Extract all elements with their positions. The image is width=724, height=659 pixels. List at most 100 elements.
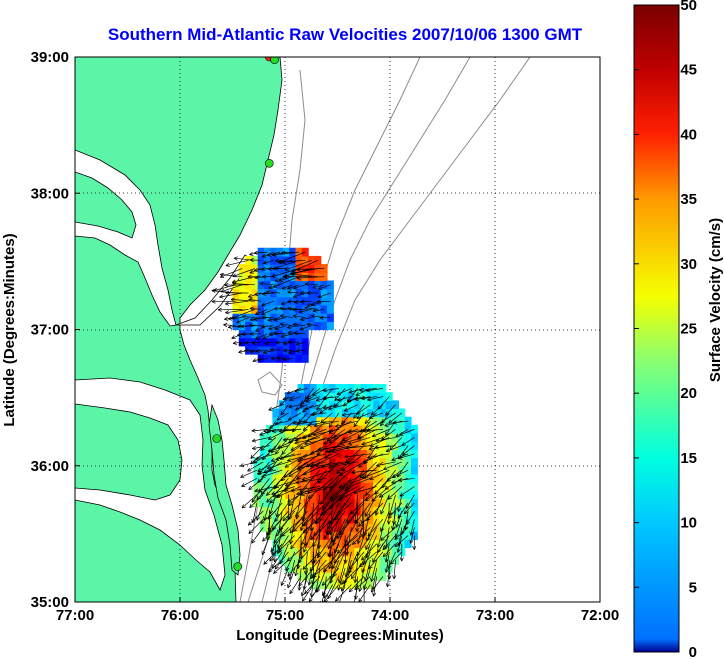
velocity-vector-head <box>353 424 358 428</box>
velocity-vector-head <box>257 467 261 472</box>
velocity-vector-head <box>316 407 321 411</box>
velocity-vector-head <box>359 388 364 391</box>
velocity-vector-head <box>294 302 299 305</box>
velocity-vector-head <box>249 269 253 274</box>
velocity-cell <box>348 531 355 540</box>
colorbar-tick-label: 45 <box>680 62 697 79</box>
velocity-vector-head <box>357 540 361 544</box>
velocity-vector-head <box>396 473 399 478</box>
velocity-vector <box>308 559 314 586</box>
velocity-vector <box>398 477 415 481</box>
velocity-vector-head <box>257 359 262 362</box>
velocity-vector-head <box>393 575 397 580</box>
velocity-vector-head <box>364 476 369 479</box>
velocity-vector-head <box>269 468 274 472</box>
velocity-vector-head <box>283 343 288 346</box>
velocity-cell <box>329 408 336 418</box>
velocity-cell <box>320 264 328 273</box>
velocity-vector-head <box>316 299 321 303</box>
velocity-vector-head <box>271 429 276 432</box>
velocity-vector <box>386 469 403 482</box>
velocity-vector-head <box>323 440 327 445</box>
velocity-vector-head <box>304 441 308 445</box>
velocity-cell <box>245 313 252 322</box>
velocity-vector-head <box>351 540 355 545</box>
velocity-vector <box>290 486 321 492</box>
velocity-vector-head <box>294 442 299 445</box>
velocity-vector <box>304 404 321 410</box>
velocity-vector-head <box>299 329 304 331</box>
velocity-vector <box>241 494 258 509</box>
velocity-vector <box>228 317 243 320</box>
velocity-vector-head <box>354 399 359 402</box>
velocity-cell <box>314 313 322 322</box>
velocity-vector-head <box>359 565 364 568</box>
velocity-cell <box>385 457 393 467</box>
velocity-vector-head <box>381 421 386 423</box>
velocity-vector-head <box>272 268 277 270</box>
velocity-vector-head <box>260 522 265 524</box>
velocity-vector-head <box>283 425 286 430</box>
x-tick-label: 74:00 <box>371 607 409 624</box>
velocity-vector <box>295 494 314 517</box>
velocity-vector-head <box>319 409 323 414</box>
velocity-vector-head <box>297 465 302 469</box>
velocity-vector-head <box>306 322 311 325</box>
velocity-vector-head <box>380 423 385 427</box>
velocity-vector-head <box>335 597 338 602</box>
velocity-vector <box>410 527 415 544</box>
velocity-vector <box>305 551 308 575</box>
velocity-cell <box>335 482 343 491</box>
velocity-vector <box>292 309 306 311</box>
velocity-vector-head <box>220 291 225 293</box>
velocity-vector-head <box>296 350 301 353</box>
velocity-vector <box>364 559 371 582</box>
velocity-vector-head <box>248 297 253 300</box>
velocity-vector-head <box>281 532 284 537</box>
velocity-vector-head <box>268 268 273 271</box>
colorbar-label: Surface Velocity (cm/s) <box>707 218 724 382</box>
velocity-vector <box>288 404 302 408</box>
velocity-vector <box>271 486 295 495</box>
velocity-vector-head <box>329 507 334 510</box>
velocity-vector-head <box>262 274 267 277</box>
velocity-cell <box>379 555 387 565</box>
velocity-vector <box>263 551 277 565</box>
velocity-vector-head <box>380 421 382 426</box>
velocity-vector-head <box>293 296 298 298</box>
velocity-vector-head <box>355 595 358 600</box>
velocity-vector <box>303 461 333 475</box>
velocity-vector-head <box>269 528 272 532</box>
velocity-cell <box>291 441 299 450</box>
velocity-vector-head <box>310 452 315 455</box>
velocity-vector <box>279 307 293 310</box>
velocity-vector <box>266 461 289 469</box>
velocity-cell <box>392 449 399 459</box>
velocity-vector-head <box>277 545 281 549</box>
chart-title: Southern Mid-Atlantic Raw Velocities 200… <box>108 25 583 44</box>
velocity-vector-head <box>376 465 381 468</box>
velocity-vector-head <box>276 513 280 518</box>
velocity-vector <box>369 469 390 480</box>
velocity-vector-head <box>290 488 295 492</box>
velocity-vector-head <box>257 478 260 483</box>
velocity-vector-head <box>330 495 333 500</box>
velocity-vector-head <box>326 439 331 442</box>
velocity-vector-head <box>355 392 359 396</box>
velocity-vector-head <box>287 290 292 293</box>
velocity-vector-head <box>296 564 299 569</box>
velocity-cell <box>303 465 311 475</box>
velocity-vector-head <box>387 514 390 519</box>
velocity-cell <box>354 449 362 459</box>
velocity-vector-head <box>230 299 235 302</box>
velocity-vector <box>259 283 274 286</box>
velocity-vector <box>391 469 409 478</box>
velocity-vector-head <box>348 392 353 394</box>
velocity-cell <box>360 539 368 549</box>
velocity-vector-head <box>298 584 303 587</box>
velocity-vector-head <box>398 542 402 547</box>
velocity-vector <box>387 551 396 569</box>
velocity-cell <box>404 416 412 426</box>
velocity-vector <box>297 453 327 462</box>
velocity-vector-head <box>335 423 339 427</box>
